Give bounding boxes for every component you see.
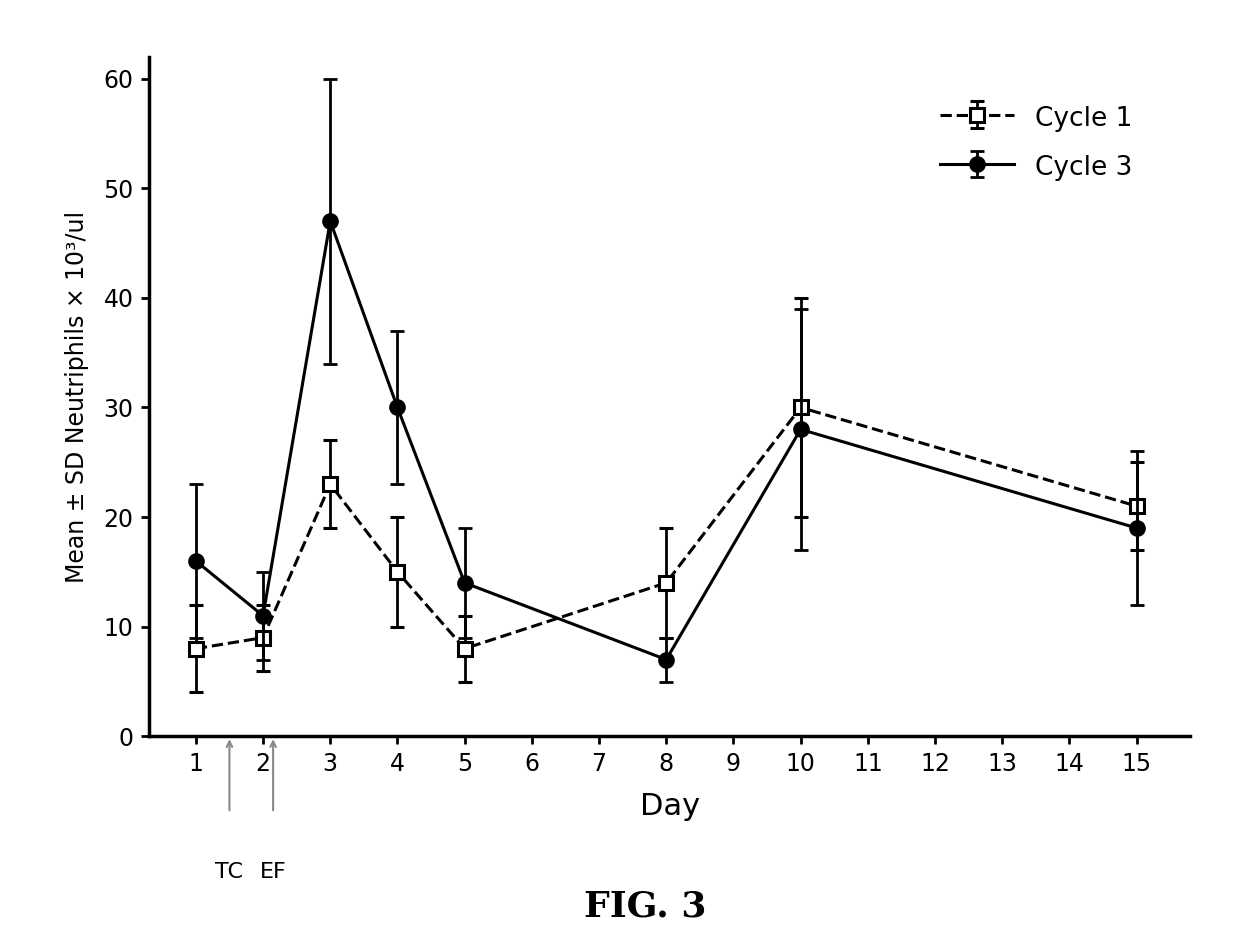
- X-axis label: Day: Day: [640, 792, 699, 821]
- Legend: Cycle 1, Cycle 3: Cycle 1, Cycle 3: [928, 91, 1146, 194]
- Text: EF: EF: [259, 863, 286, 883]
- Text: TC: TC: [216, 863, 243, 883]
- Text: FIG. 3: FIG. 3: [584, 889, 706, 923]
- Y-axis label: Mean ± SD Neutriphils × 10³/ul: Mean ± SD Neutriphils × 10³/ul: [66, 211, 89, 582]
